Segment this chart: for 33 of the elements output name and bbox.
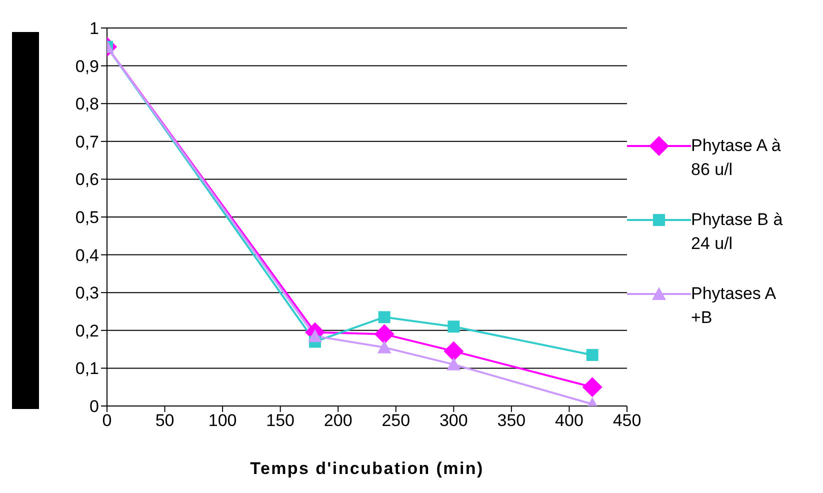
legend-label: Phytases A +B bbox=[691, 282, 777, 328]
x-tick-label: 250 bbox=[382, 411, 410, 430]
x-tick-label: 200 bbox=[324, 411, 352, 430]
y-tick-label: 0 bbox=[90, 397, 99, 416]
y-tick-label: 1 bbox=[90, 19, 99, 38]
x-tick-label: 300 bbox=[439, 411, 468, 430]
x-tick-label: 50 bbox=[155, 411, 174, 430]
point bbox=[377, 340, 392, 354]
x-axis-title: Temps d'incubation (min) bbox=[250, 459, 484, 478]
y-tick-label: 0,9 bbox=[75, 56, 99, 76]
legend-label: Phytase A à 86 u/l bbox=[691, 134, 782, 180]
y-tick-label: 0,6 bbox=[75, 170, 99, 190]
point bbox=[446, 357, 461, 370]
y-tick-label: 0,4 bbox=[75, 246, 99, 265]
point bbox=[448, 320, 460, 333]
y-tick-label: 0,1 bbox=[75, 359, 99, 378]
y-tick-label: 0,5 bbox=[75, 208, 99, 228]
x-tick-label: 350 bbox=[497, 411, 526, 430]
x-tick-label: 450 bbox=[612, 411, 642, 430]
point bbox=[582, 377, 602, 398]
point bbox=[444, 341, 464, 362]
point bbox=[586, 348, 598, 361]
x-tick-label: 150 bbox=[266, 411, 295, 430]
y-tick-label: 0,8 bbox=[75, 94, 99, 114]
y-tick-label: 0,3 bbox=[75, 284, 99, 303]
x-tick-label: 100 bbox=[208, 411, 237, 430]
y-tick-label: 0,7 bbox=[75, 132, 99, 152]
point bbox=[374, 324, 394, 344]
point bbox=[378, 311, 390, 324]
x-tick-label: 400 bbox=[555, 411, 584, 430]
x-tick-label: 0 bbox=[102, 411, 112, 430]
legend-label: Phytase B à 24 u/l bbox=[691, 208, 784, 254]
y-tick-label: 0,2 bbox=[75, 321, 99, 340]
